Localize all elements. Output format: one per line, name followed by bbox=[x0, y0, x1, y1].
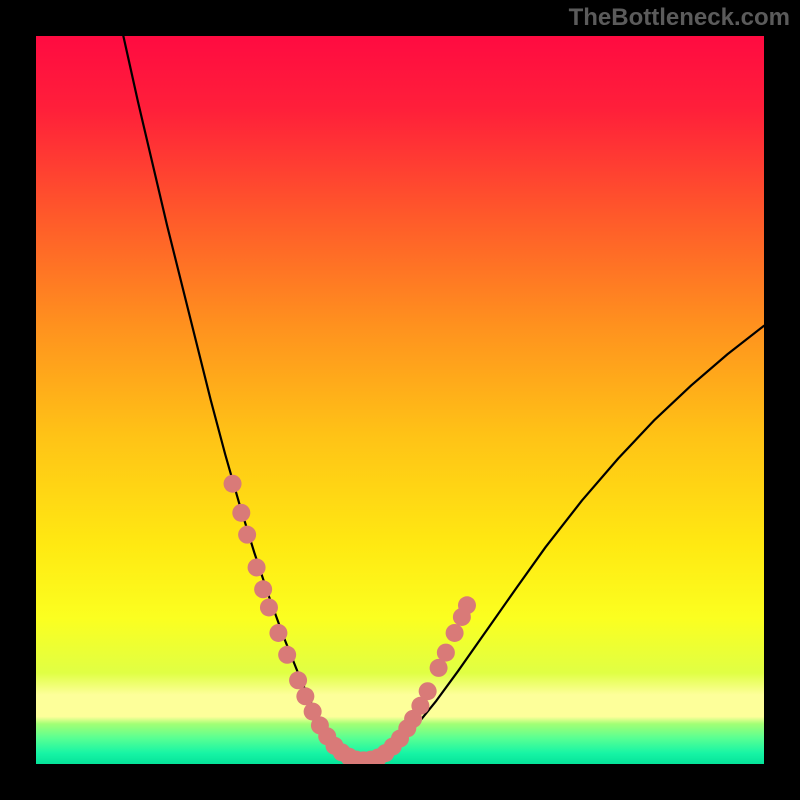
overlay-dot bbox=[296, 687, 314, 705]
overlay-dot bbox=[238, 526, 256, 544]
overlay-dot bbox=[224, 475, 242, 493]
overlay-dot bbox=[254, 580, 272, 598]
watermark-text: TheBottleneck.com bbox=[569, 4, 790, 32]
overlay-dot bbox=[419, 682, 437, 700]
chart-stage: TheBottleneck.com bbox=[0, 0, 800, 800]
gradient-background bbox=[36, 36, 764, 764]
plot-area bbox=[36, 36, 764, 764]
overlay-dot bbox=[430, 659, 448, 677]
overlay-dot bbox=[289, 671, 307, 689]
overlay-dot bbox=[248, 558, 266, 576]
overlay-dot bbox=[269, 624, 287, 642]
overlay-dot bbox=[446, 624, 464, 642]
overlay-dot bbox=[458, 596, 476, 614]
overlay-dot bbox=[260, 598, 278, 616]
overlay-dot bbox=[278, 646, 296, 664]
overlay-dot bbox=[232, 504, 250, 522]
plot-svg bbox=[36, 36, 764, 764]
overlay-dot bbox=[437, 644, 455, 662]
